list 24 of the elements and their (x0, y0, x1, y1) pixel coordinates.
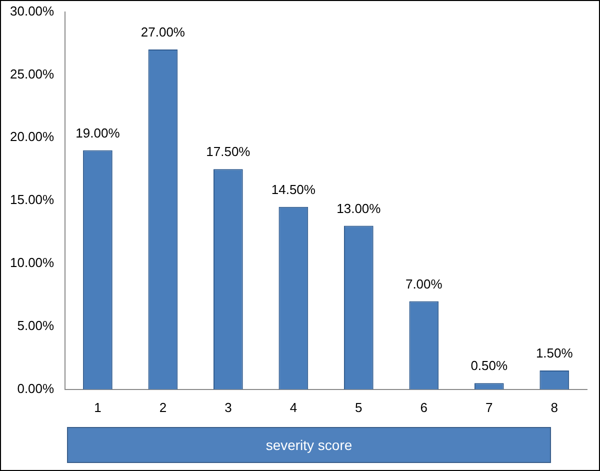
x-axis-title: severity score (67, 427, 551, 463)
x-tick-label: 8 (550, 400, 558, 415)
data-label: 7.00% (405, 276, 443, 292)
y-tick-label: 10.00% (10, 255, 55, 270)
y-tick-label: 5.00% (17, 318, 55, 334)
x-tick-label: 7 (486, 400, 493, 415)
data-label: 13.00% (336, 200, 382, 216)
data-label: 27.00% (140, 24, 186, 40)
y-tick-label: 15.00% (10, 192, 55, 208)
data-label: 14.50% (271, 182, 316, 197)
x-tick-label: 6 (420, 400, 428, 415)
x-tick-label: 1 (94, 400, 102, 415)
y-tick-label: 20.00% (10, 129, 55, 144)
x-tick-label: 2 (159, 400, 167, 415)
x-tick-label: 4 (290, 400, 298, 415)
y-tick-label: 0.00% (17, 380, 55, 396)
x-tick-label: 5 (355, 400, 362, 415)
data-label: 0.50% (470, 358, 508, 374)
data-label: 19.00% (76, 125, 120, 140)
y-tick-label: 25.00% (10, 66, 55, 82)
data-label: 1.50% (536, 346, 574, 361)
x-tick-label: 3 (224, 400, 232, 415)
y-tick-label: 30.00% (10, 3, 55, 18)
data-label: 17.50% (206, 144, 251, 160)
